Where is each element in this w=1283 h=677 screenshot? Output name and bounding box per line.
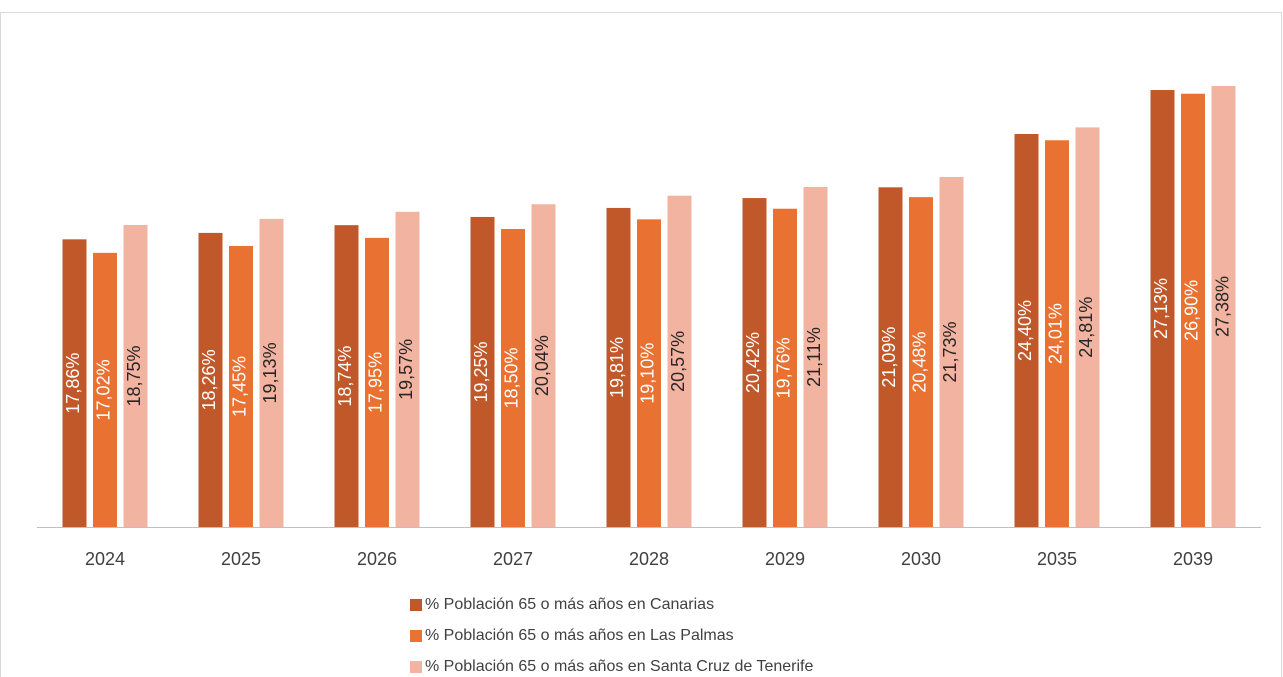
data-label: 17,95% [366,352,386,413]
legend-swatch [410,599,422,611]
x-tick-label: 2026 [357,549,397,569]
bar [365,237,389,527]
legend-swatch [410,630,422,642]
bar [667,195,692,527]
legend-swatch [410,661,422,673]
bar [470,216,495,528]
data-label: 20,04% [532,335,552,396]
data-label: 27,38% [1212,276,1232,337]
data-label: 19,25% [471,341,491,402]
x-tick-label: 2028 [629,549,669,569]
bar [1014,133,1039,527]
data-label: 20,42% [743,332,763,393]
data-label: 19,81% [607,337,627,398]
x-tick-label: 2039 [1173,549,1213,569]
chart-frame [0,12,1282,677]
bar [606,207,631,528]
data-label: 17,45% [230,356,250,417]
x-tick-label: 2024 [85,549,125,569]
legend-label: % Población 65 o más años en Canarias [425,596,714,613]
x-tick-label: 2030 [901,549,941,569]
data-label: 17,86% [63,353,83,414]
bar [1150,90,1175,527]
bar [531,204,556,528]
data-label: 18,50% [502,347,522,408]
data-label: 19,13% [260,342,280,403]
data-label: 18,26% [199,349,219,410]
bar [637,219,661,527]
data-label: 18,75% [124,345,144,406]
bar [803,186,828,527]
bar [773,208,797,527]
bar [123,225,148,527]
legend-label: % Población 65 o más años en Santa Cruz … [425,658,813,675]
x-tick-label: 2035 [1037,549,1077,569]
data-label: 24,81% [1076,297,1096,358]
bar [939,177,964,527]
bar [229,245,253,527]
bar [198,232,223,527]
bar [909,197,933,527]
data-label: 21,09% [879,327,899,388]
data-label: 19,10% [638,343,658,404]
data-label: 17,02% [94,359,114,420]
bar [62,239,87,528]
bar [1075,127,1100,528]
data-label: 24,01% [1046,303,1066,364]
bar [395,211,420,527]
data-label: 21,11% [804,327,824,387]
bar [501,229,525,527]
x-tick-label: 2029 [765,549,805,569]
data-label: 21,73% [940,321,960,382]
data-label: 18,74% [335,346,355,407]
bar [1181,93,1205,527]
data-label: 26,90% [1182,280,1202,341]
bar [93,252,117,527]
data-label: 20,57% [668,331,688,392]
bar [334,225,359,527]
x-tick-label: 2025 [221,549,261,569]
data-label: 19,57% [396,339,416,400]
x-tick-label: 2027 [493,549,533,569]
bar [1211,86,1236,527]
bar [1045,140,1069,527]
data-label: 19,76% [774,337,794,398]
bar [878,187,903,528]
bar [259,218,284,528]
legend-label: % Población 65 o más años en Las Palmas [425,627,734,644]
data-label: 24,40% [1015,300,1035,361]
bar [742,198,767,527]
data-label: 20,48% [910,332,930,393]
data-label: 27,13% [1151,278,1171,339]
